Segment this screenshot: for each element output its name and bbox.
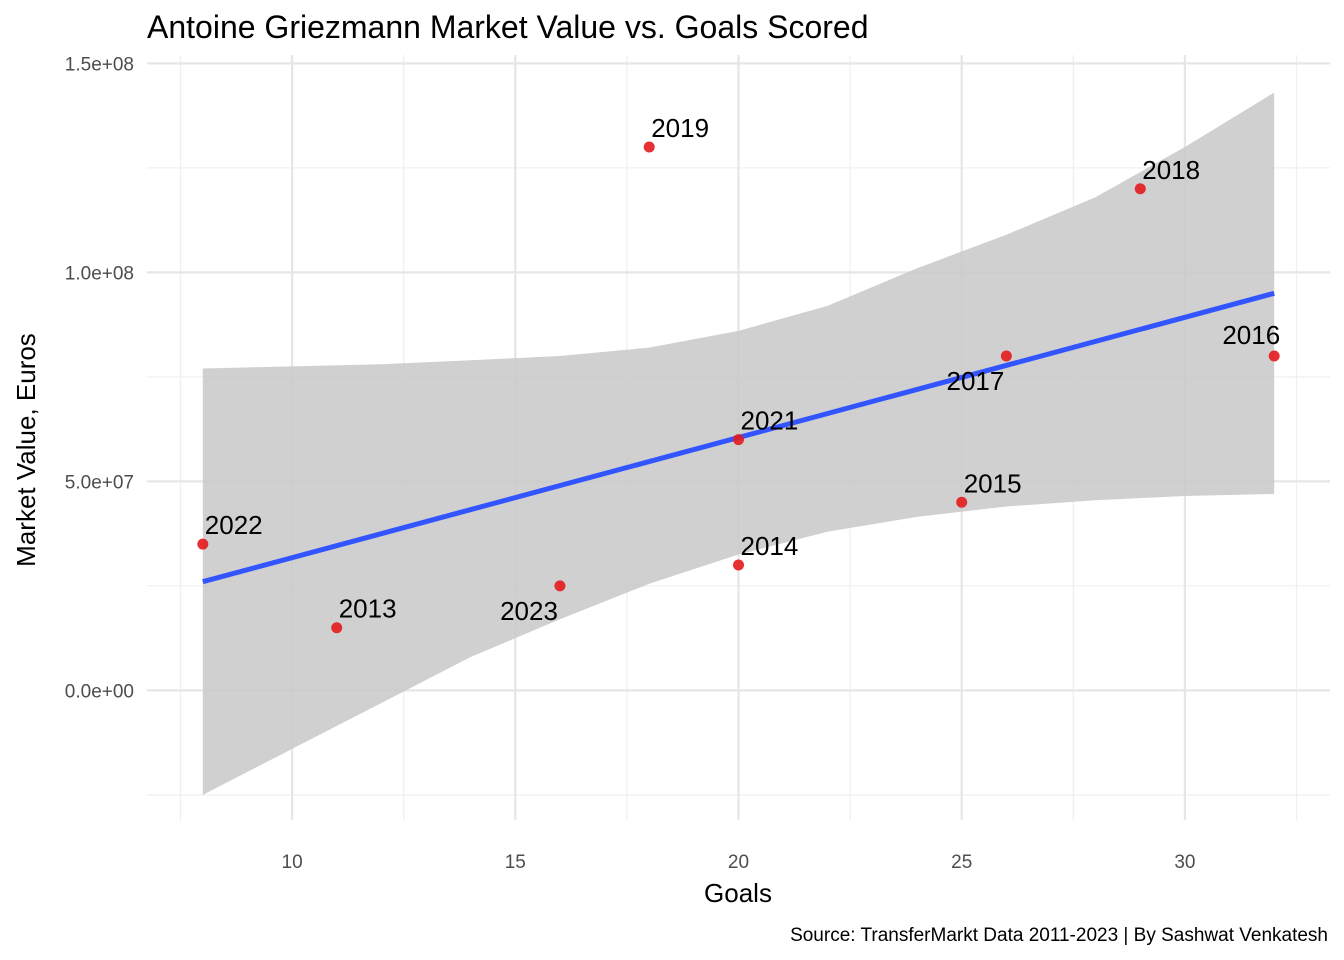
point-label-2013: 2013 bbox=[339, 594, 397, 624]
y-tick-label: 1.0e+08 bbox=[65, 263, 134, 284]
point-label-2019: 2019 bbox=[651, 113, 709, 143]
y-tick-labels: 0.0e+00 5.0e+07 1.0e+08 1.5e+08 bbox=[65, 54, 134, 702]
point-label-2015: 2015 bbox=[964, 468, 1022, 498]
point-label-2022: 2022 bbox=[205, 510, 263, 540]
y-tick-label: 1.5e+08 bbox=[65, 54, 134, 75]
y-tick-label: 5.0e+07 bbox=[65, 472, 134, 493]
chart-title: Antoine Griezmann Market Value vs. Goals… bbox=[147, 9, 869, 45]
data-point-2023 bbox=[554, 580, 566, 592]
data-point-2015 bbox=[956, 496, 968, 508]
points-layer bbox=[197, 141, 1280, 634]
data-point-2018 bbox=[1134, 183, 1146, 195]
point-label-2018: 2018 bbox=[1142, 155, 1200, 185]
x-tick-label: 25 bbox=[951, 852, 972, 873]
point-label-2017: 2017 bbox=[947, 366, 1005, 396]
x-tick-labels: 10 15 20 25 30 bbox=[282, 852, 1196, 873]
data-point-2016 bbox=[1268, 350, 1280, 362]
data-point-2014 bbox=[733, 559, 744, 571]
point-label-2016: 2016 bbox=[1222, 320, 1280, 350]
point-label-2014: 2014 bbox=[741, 531, 799, 561]
data-point-2022 bbox=[197, 538, 209, 550]
chart-caption: Source: TransferMarkt Data 2011-2023 | B… bbox=[790, 925, 1328, 946]
y-tick-label: 0.0e+00 bbox=[65, 681, 134, 702]
x-tick-label: 20 bbox=[728, 852, 749, 873]
data-point-2019 bbox=[643, 141, 655, 153]
y-axis-title: Market Value, Euros bbox=[11, 333, 41, 567]
data-point-2021 bbox=[733, 434, 744, 446]
point-labels-layer: 2013 2014 2015 2016 2017 2018 2019 2021 2022 2023 bbox=[205, 113, 1280, 626]
x-tick-label: 30 bbox=[1174, 852, 1195, 873]
x-tick-label: 10 bbox=[282, 852, 303, 873]
point-label-2023: 2023 bbox=[500, 596, 558, 626]
x-tick-label: 15 bbox=[505, 852, 526, 873]
data-point-2017 bbox=[1000, 350, 1012, 362]
x-axis-title: Goals bbox=[704, 878, 772, 908]
data-point-2013 bbox=[331, 622, 343, 634]
point-label-2021: 2021 bbox=[741, 406, 799, 436]
